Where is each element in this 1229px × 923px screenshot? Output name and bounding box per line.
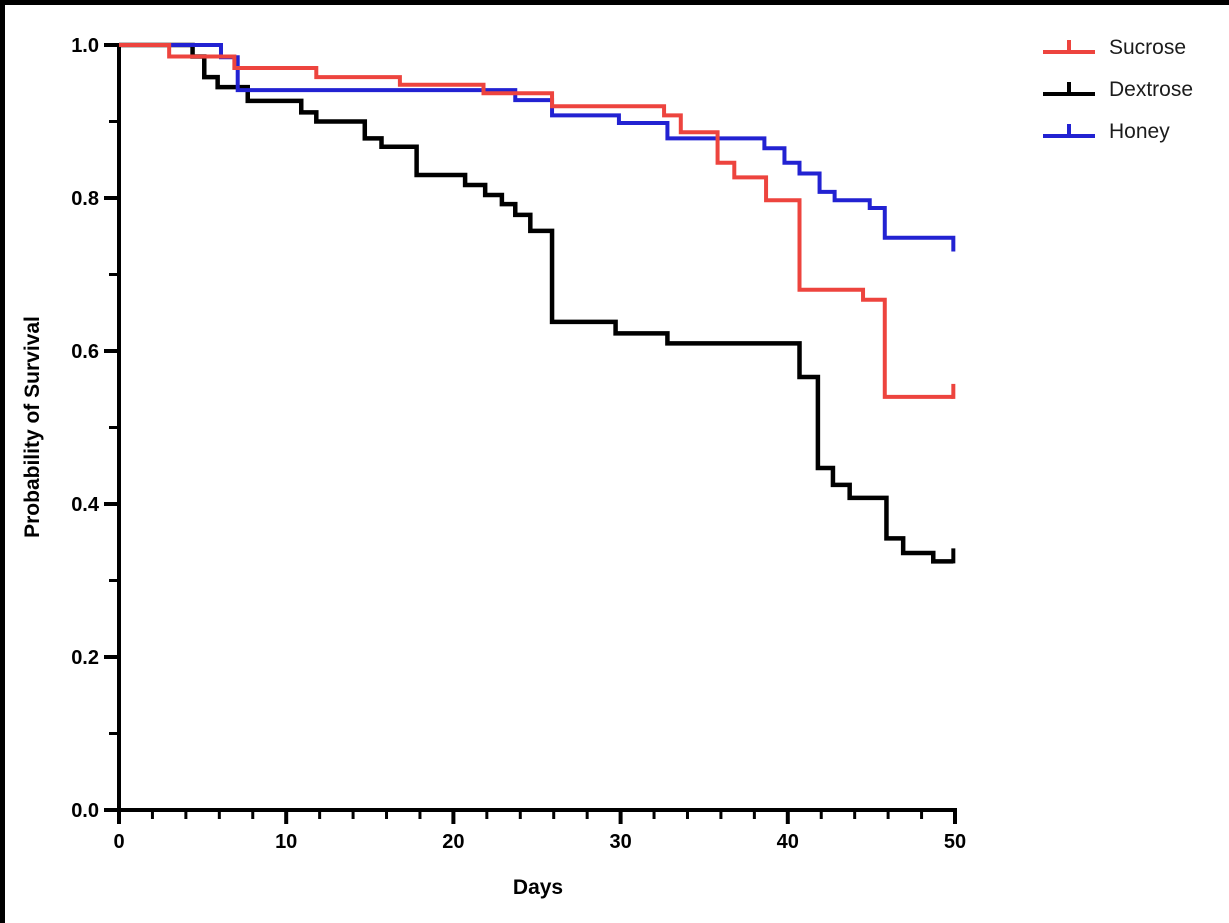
legend: Sucrose Dextrose Honey — [1041, 32, 1193, 147]
legend-symbol-dextrose-icon — [1043, 81, 1095, 96]
x-tick-label: 30 — [609, 831, 631, 853]
legend-item-sucrose: Sucrose — [1041, 32, 1193, 63]
x-tick-label: 20 — [442, 831, 464, 853]
legend-label-dextrose: Dextrose — [1109, 78, 1194, 101]
survival-curve-honey — [119, 43, 956, 252]
legend-label-honey: Honey — [1109, 120, 1170, 143]
survival-curve-sucrose — [119, 43, 954, 399]
legend-symbol-sucrose-icon — [1043, 39, 1095, 54]
y-tick-label: 0.0 — [71, 800, 99, 822]
y-tick-label: 0.8 — [71, 188, 99, 210]
y-tick-label: 0.6 — [71, 341, 99, 363]
figure-border-left — [0, 0, 5, 923]
x-tick-label: 0 — [113, 831, 124, 853]
y-tick-label: 1.0 — [71, 35, 99, 57]
x-tick-label: 40 — [777, 831, 799, 853]
y-tick-label: 0.4 — [71, 494, 100, 516]
figure-border-top — [0, 0, 1229, 5]
legend-label-sucrose: Sucrose — [1109, 36, 1187, 59]
x-axis-title: Days — [512, 876, 564, 899]
survival-curve-dextrose — [119, 42, 954, 564]
legend-item-dextrose: Dextrose — [1041, 74, 1193, 105]
y-tick-label: 0.2 — [71, 647, 99, 669]
y-axis-title: Probability of Survival — [21, 316, 44, 538]
legend-symbol-honey-icon — [1043, 123, 1095, 138]
legend-item-honey: Honey — [1041, 116, 1193, 147]
x-tick-label: 10 — [275, 831, 297, 853]
x-tick-label: 50 — [944, 831, 966, 853]
